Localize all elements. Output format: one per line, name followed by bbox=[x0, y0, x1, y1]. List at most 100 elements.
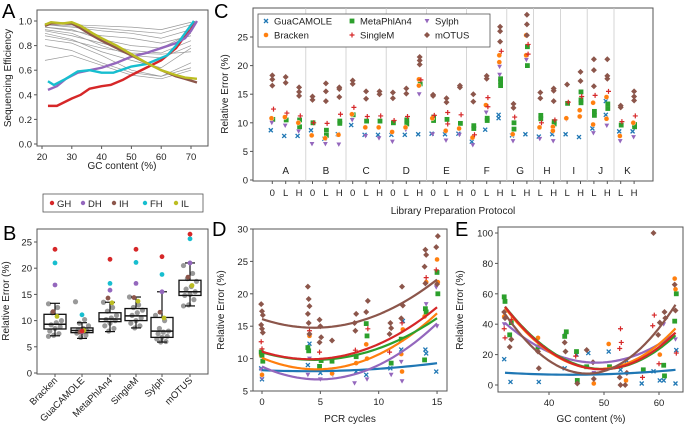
point-metaphlan4 bbox=[565, 100, 570, 106]
point-guacamole bbox=[415, 131, 421, 137]
point-motus bbox=[537, 89, 544, 96]
point-other-sample bbox=[85, 323, 92, 329]
point-singlem bbox=[501, 326, 507, 332]
point-other-sample bbox=[136, 302, 142, 308]
point-metaphlan4 bbox=[632, 124, 637, 130]
point-metaphlan4 bbox=[607, 364, 612, 370]
point-singlem bbox=[418, 77, 424, 83]
point-sylph bbox=[550, 139, 556, 144]
box-sylph bbox=[150, 254, 174, 345]
point-metaphlan4 bbox=[329, 358, 335, 364]
point-motus bbox=[296, 92, 303, 99]
point-motus bbox=[510, 100, 517, 107]
group-label-h: H bbox=[543, 166, 550, 177]
point-motus bbox=[434, 281, 441, 288]
point-bracken bbox=[623, 377, 629, 384]
point-motus bbox=[416, 54, 423, 61]
point-other-sample bbox=[138, 315, 144, 321]
y-tick-label: 5 bbox=[27, 342, 32, 353]
point-other-sample bbox=[47, 328, 53, 334]
point-motus bbox=[550, 98, 557, 105]
group-label-k: K bbox=[624, 166, 631, 177]
point-motus bbox=[269, 82, 276, 89]
point-singlem bbox=[618, 326, 623, 332]
point-singlem bbox=[324, 120, 330, 126]
point-motus bbox=[282, 79, 289, 86]
point-motus bbox=[422, 246, 429, 253]
point-singlem bbox=[271, 106, 276, 112]
y-tick-label: 0 bbox=[488, 381, 493, 392]
group-label-c: C bbox=[362, 166, 369, 177]
y-tick-label: 0 bbox=[243, 176, 248, 187]
point-sylph bbox=[258, 367, 264, 373]
trend-line-guacamole bbox=[261, 362, 438, 373]
point-metaphlan4 bbox=[498, 79, 503, 85]
x-tick-label: H bbox=[336, 188, 343, 199]
line-other-sample bbox=[44, 55, 192, 80]
point-fh bbox=[133, 260, 139, 265]
point-singlem bbox=[284, 110, 290, 116]
point-other-sample bbox=[156, 325, 162, 332]
point-other-sample bbox=[55, 304, 61, 311]
y-tick-label: 0 bbox=[27, 369, 32, 380]
point-metaphlan4 bbox=[538, 116, 544, 122]
y-tick-label: 20 bbox=[237, 289, 248, 300]
trend-line-motus bbox=[261, 278, 438, 329]
point-singlem bbox=[618, 339, 624, 345]
legend-label-metaphlan4: MetaPhlAn4 bbox=[360, 17, 412, 28]
x-tick-label: 10 bbox=[373, 397, 384, 408]
point-guacamole bbox=[522, 131, 528, 137]
point-guacamole bbox=[295, 133, 301, 139]
point-bracken bbox=[295, 120, 301, 126]
x-tick-label: 15 bbox=[432, 397, 443, 408]
point-motus bbox=[387, 319, 394, 326]
point-metaphlan4 bbox=[444, 116, 450, 122]
point-dh bbox=[52, 282, 58, 288]
point-metaphlan4 bbox=[538, 112, 544, 118]
point-sylph bbox=[376, 136, 382, 141]
group-label-i: I bbox=[572, 166, 575, 177]
point-motus bbox=[403, 85, 410, 92]
legend-label-bracken: Bracken bbox=[274, 31, 309, 42]
point-motus bbox=[363, 308, 370, 315]
line-other-sample bbox=[44, 24, 192, 39]
point-other-sample bbox=[111, 325, 117, 332]
point-metaphlan4 bbox=[324, 132, 329, 138]
box-iqr bbox=[124, 307, 148, 322]
point-motus bbox=[305, 295, 312, 302]
point-other-sample bbox=[57, 324, 63, 330]
y-tick-label: 0.0 bbox=[19, 140, 32, 151]
point-metaphlan4 bbox=[501, 294, 507, 300]
point-metaphlan4 bbox=[297, 117, 302, 123]
point-bracken bbox=[282, 114, 288, 120]
point-bracken bbox=[402, 124, 409, 131]
point-motus bbox=[329, 337, 336, 344]
point-metaphlan4 bbox=[673, 291, 679, 297]
x-tick-label: 30 bbox=[67, 152, 78, 163]
point-metaphlan4 bbox=[640, 367, 646, 373]
point-metaphlan4 bbox=[574, 349, 579, 354]
x-tick-label: H bbox=[523, 188, 530, 199]
x-tick-label: 0 bbox=[259, 397, 264, 408]
point-other-sample bbox=[58, 318, 65, 324]
box-iqr bbox=[98, 312, 122, 323]
legend-label-il: IL bbox=[181, 199, 189, 210]
point-motus bbox=[389, 89, 396, 96]
y-tick-label: 1.0 bbox=[19, 17, 32, 28]
box-metaphlan4 bbox=[98, 256, 122, 334]
point-motus bbox=[306, 330, 313, 337]
point-bracken bbox=[657, 351, 663, 358]
panel-c-ylabel: Relative Error (%) bbox=[220, 54, 231, 133]
point-guacamole bbox=[433, 369, 439, 375]
point-metaphlan4 bbox=[574, 378, 580, 383]
point-ih bbox=[50, 309, 56, 315]
legend-label-guacamole: GuaCAMOLE bbox=[274, 17, 332, 28]
point-sylph bbox=[399, 379, 405, 384]
point-guacamole bbox=[307, 341, 312, 347]
x-tick-label: L bbox=[511, 188, 516, 199]
point-motus bbox=[497, 38, 504, 45]
x-tick-label: 0 bbox=[310, 188, 315, 199]
point-motus bbox=[363, 95, 370, 102]
y-tick-label: 80 bbox=[482, 259, 493, 270]
trend-line-singlem bbox=[504, 306, 677, 371]
